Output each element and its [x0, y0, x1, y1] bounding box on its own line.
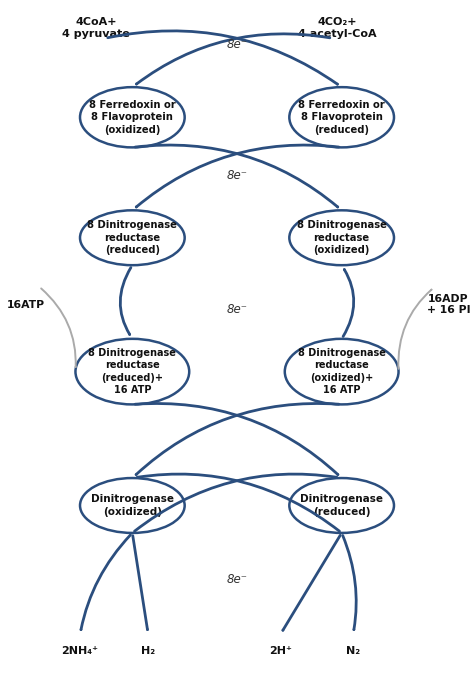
Text: 8 Dinitrogenase
reductase
(reduced)+
16 ATP: 8 Dinitrogenase reductase (reduced)+ 16 …: [89, 348, 176, 395]
FancyArrowPatch shape: [136, 404, 339, 475]
Ellipse shape: [80, 210, 185, 265]
FancyArrowPatch shape: [135, 145, 337, 207]
Ellipse shape: [80, 478, 185, 533]
FancyArrowPatch shape: [108, 31, 337, 84]
Text: 16ATP: 16ATP: [6, 300, 45, 309]
Ellipse shape: [289, 87, 394, 148]
Ellipse shape: [285, 339, 399, 404]
Ellipse shape: [80, 87, 185, 148]
Text: Dinitrogenase
(oxidized): Dinitrogenase (oxidized): [91, 494, 174, 516]
FancyArrowPatch shape: [283, 535, 340, 630]
Text: 2H⁺: 2H⁺: [269, 645, 292, 656]
Ellipse shape: [289, 210, 394, 265]
Text: 16ADP
+ 16 PI: 16ADP + 16 PI: [427, 294, 470, 316]
Text: 8e⁻: 8e⁻: [227, 169, 247, 182]
Text: 8 Dinitrogenase
reductase
(reduced): 8 Dinitrogenase reductase (reduced): [87, 221, 177, 255]
Text: 8e⁻: 8e⁻: [227, 303, 247, 316]
Text: 8 Dinitrogenase
reductase
(oxidized): 8 Dinitrogenase reductase (oxidized): [297, 221, 387, 255]
Text: 8e⁻: 8e⁻: [227, 572, 247, 585]
FancyArrowPatch shape: [133, 535, 147, 630]
FancyArrowPatch shape: [135, 404, 338, 475]
Text: 4CoA+
4 pyruvate: 4CoA+ 4 pyruvate: [62, 18, 130, 39]
Text: N₂: N₂: [346, 645, 360, 656]
FancyArrowPatch shape: [343, 535, 356, 630]
Text: 8 Ferredoxin or
8 Flavoprotein
(reduced): 8 Ferredoxin or 8 Flavoprotein (reduced): [298, 100, 385, 135]
FancyArrowPatch shape: [120, 268, 131, 335]
FancyArrowPatch shape: [81, 535, 130, 630]
Text: 8 Ferredoxin or
8 Flavoprotein
(oxidized): 8 Ferredoxin or 8 Flavoprotein (oxidized…: [89, 100, 176, 135]
FancyArrowPatch shape: [137, 474, 339, 531]
FancyArrowPatch shape: [137, 34, 330, 84]
Ellipse shape: [289, 478, 394, 533]
Text: 8e⁻: 8e⁻: [227, 38, 247, 51]
Text: Dinitrogenase
(reduced): Dinitrogenase (reduced): [300, 494, 383, 516]
Text: H₂: H₂: [141, 645, 155, 656]
Ellipse shape: [75, 339, 189, 404]
Text: 8 Dinitrogenase
reductase
(oxidized)+
16 ATP: 8 Dinitrogenase reductase (oxidized)+ 16…: [298, 348, 385, 395]
Text: 4CO₂+
4 acetyl-CoA: 4CO₂+ 4 acetyl-CoA: [298, 18, 376, 39]
FancyArrowPatch shape: [343, 270, 354, 337]
Text: 2NH₄⁺: 2NH₄⁺: [62, 645, 99, 656]
FancyArrowPatch shape: [41, 288, 76, 367]
FancyArrowPatch shape: [137, 145, 339, 207]
FancyArrowPatch shape: [135, 474, 337, 531]
FancyArrowPatch shape: [398, 290, 431, 369]
